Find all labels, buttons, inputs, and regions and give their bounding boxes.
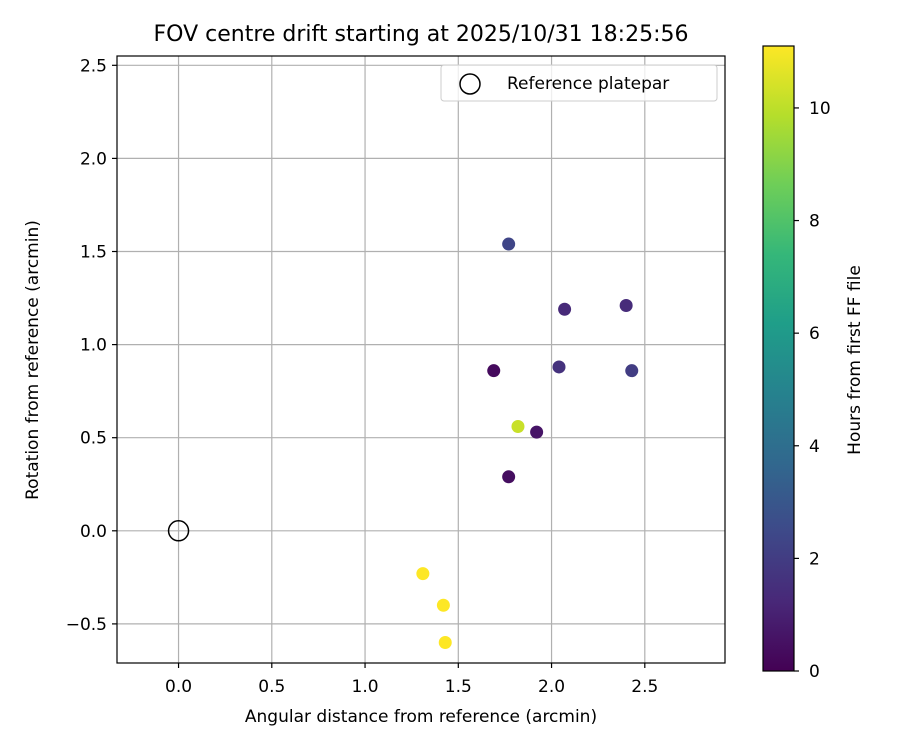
x-tick-label: 2.5: [631, 677, 658, 697]
y-axis-label: Rotation from reference (arcmin): [23, 220, 43, 500]
x-tick-label: 0.0: [165, 677, 192, 697]
scatter-point: [502, 470, 516, 484]
y-tick-label: −0.5: [66, 615, 107, 635]
colorbar-gradient: [762, 45, 795, 672]
colorbar-ticks: 0 2 4 6 8 10: [794, 99, 831, 682]
y-tick-label: 0.0: [80, 522, 107, 542]
legend-reference-marker: [459, 73, 481, 95]
x-tick-label: 0.5: [258, 677, 285, 697]
y-tick-label: 0.5: [80, 429, 107, 449]
scatter-point: [438, 636, 452, 650]
legend-box: [440, 64, 718, 102]
plot-frame: [116, 55, 726, 664]
plot-area: 0.0 0.5 1.0 1.5 2.0 2.5 −0.5 0.0 0.5 1.0 1.5 2.0 2.…: [66, 55, 726, 697]
colorbar-tick-label: 4: [809, 437, 820, 457]
colorbar-label: Hours from first FF file: [845, 265, 865, 455]
legend-entry-label: Reference platepar: [507, 74, 669, 94]
x-axis-label: Angular distance from reference (arcmin): [245, 707, 597, 727]
y-tick-label: 2.5: [80, 56, 107, 76]
colorbar-tick-label: 2: [809, 549, 820, 569]
scatter-point: [558, 302, 572, 316]
scatter-point: [487, 364, 501, 378]
reference-layer: [167, 520, 190, 542]
y-axis-ticks: −0.5 0.0 0.5 1.0 1.5 2.0 2.5: [66, 56, 117, 635]
scatter-point: [416, 567, 430, 581]
chart-title: FOV centre drift starting at 2025/10/31 …: [154, 22, 689, 47]
scatter-point: [436, 598, 450, 612]
x-tick-label: 1.5: [445, 677, 472, 697]
reference-point: [167, 520, 190, 542]
colorbar-tick-label: 8: [809, 212, 820, 232]
scatter-points: [416, 237, 639, 650]
colorbar: 0 2 4 6 8 10 Hours from first FF file: [762, 45, 865, 682]
scatter-point: [511, 420, 525, 434]
x-tick-label: 2.0: [538, 677, 565, 697]
colorbar-tick-label: 6: [809, 324, 820, 344]
colorbar-tick-label: 0: [809, 662, 820, 682]
scatter-point: [552, 360, 566, 374]
scatter-point: [502, 237, 516, 251]
legend: Reference platepar: [440, 64, 718, 102]
y-tick-label: 1.5: [80, 243, 107, 263]
x-axis-ticks: 0.0 0.5 1.0 1.5 2.0 2.5: [165, 663, 658, 697]
y-tick-label: 1.0: [80, 336, 107, 356]
y-tick-label: 2.0: [80, 149, 107, 169]
colorbar-tick-label: 10: [809, 99, 831, 119]
x-tick-label: 1.0: [352, 677, 379, 697]
scatter-point: [619, 299, 633, 313]
scatter-point: [625, 364, 639, 378]
scatter-point: [530, 425, 544, 439]
